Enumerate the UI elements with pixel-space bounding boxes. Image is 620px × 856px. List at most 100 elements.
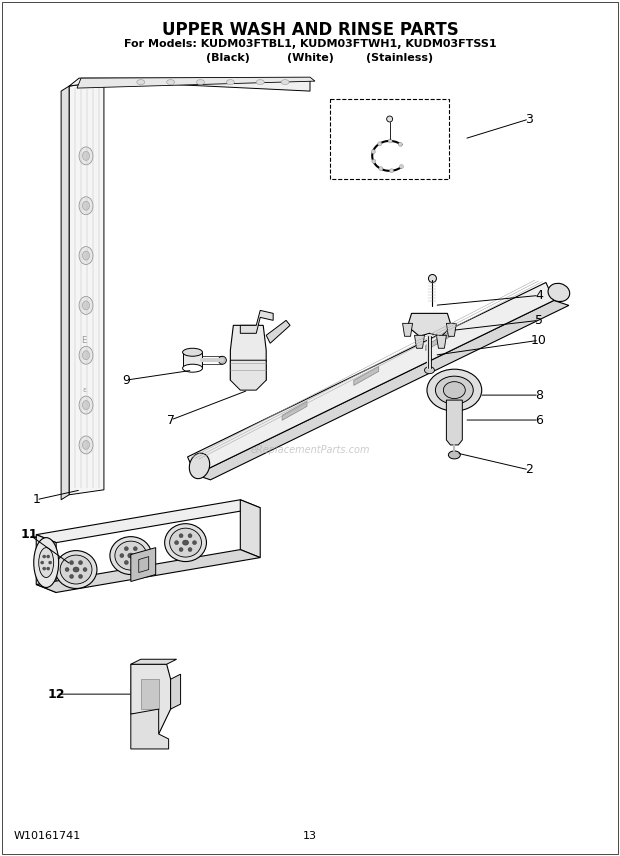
Ellipse shape	[372, 159, 376, 163]
Polygon shape	[402, 324, 412, 336]
Ellipse shape	[79, 347, 93, 364]
Ellipse shape	[226, 80, 234, 85]
Ellipse shape	[425, 366, 435, 374]
Text: 2: 2	[525, 463, 533, 476]
Polygon shape	[36, 535, 56, 592]
Polygon shape	[131, 664, 170, 734]
Ellipse shape	[133, 547, 137, 550]
Text: 11: 11	[20, 528, 38, 541]
Ellipse shape	[79, 561, 82, 565]
Ellipse shape	[69, 574, 74, 579]
Ellipse shape	[82, 152, 89, 160]
Ellipse shape	[125, 547, 128, 550]
Text: 8: 8	[535, 389, 543, 401]
Ellipse shape	[281, 80, 289, 85]
Ellipse shape	[46, 555, 50, 558]
Ellipse shape	[49, 561, 51, 564]
Ellipse shape	[133, 561, 137, 564]
Ellipse shape	[69, 561, 74, 565]
Ellipse shape	[79, 147, 93, 165]
Ellipse shape	[79, 574, 82, 579]
Text: (White): (White)	[286, 53, 334, 63]
Text: eReplacementParts.com: eReplacementParts.com	[250, 445, 370, 455]
Ellipse shape	[175, 541, 179, 544]
Ellipse shape	[371, 150, 375, 153]
Ellipse shape	[197, 80, 205, 85]
Text: (Black): (Black)	[206, 53, 250, 63]
Ellipse shape	[82, 201, 89, 211]
Ellipse shape	[182, 348, 203, 356]
Ellipse shape	[82, 301, 89, 310]
Ellipse shape	[79, 197, 93, 215]
Polygon shape	[195, 300, 569, 480]
Polygon shape	[425, 331, 450, 350]
Ellipse shape	[182, 364, 203, 372]
Ellipse shape	[167, 80, 175, 85]
Polygon shape	[61, 86, 69, 500]
Text: (Stainless): (Stainless)	[366, 53, 433, 63]
Ellipse shape	[387, 116, 392, 122]
Ellipse shape	[379, 167, 383, 170]
Polygon shape	[131, 659, 177, 664]
Ellipse shape	[378, 142, 382, 146]
Ellipse shape	[428, 275, 436, 282]
Ellipse shape	[193, 541, 197, 544]
Text: 1: 1	[32, 493, 40, 506]
Polygon shape	[77, 77, 315, 88]
Ellipse shape	[73, 567, 79, 572]
Ellipse shape	[79, 396, 93, 414]
Text: 9: 9	[122, 374, 130, 387]
Text: 10: 10	[531, 334, 547, 347]
Polygon shape	[182, 353, 203, 368]
Ellipse shape	[443, 382, 465, 399]
Ellipse shape	[82, 251, 89, 260]
Polygon shape	[436, 336, 446, 348]
Ellipse shape	[120, 554, 124, 557]
Ellipse shape	[79, 436, 93, 454]
Polygon shape	[415, 336, 425, 348]
Polygon shape	[282, 401, 307, 420]
Ellipse shape	[79, 296, 93, 314]
Polygon shape	[354, 366, 379, 385]
Ellipse shape	[43, 568, 46, 570]
Polygon shape	[69, 81, 104, 495]
Ellipse shape	[189, 453, 210, 479]
Ellipse shape	[218, 356, 226, 364]
Ellipse shape	[179, 534, 183, 538]
Ellipse shape	[170, 528, 202, 557]
Ellipse shape	[46, 568, 50, 570]
Text: 6: 6	[535, 413, 543, 426]
Ellipse shape	[399, 142, 402, 146]
Polygon shape	[188, 282, 554, 475]
Polygon shape	[131, 548, 156, 581]
Polygon shape	[241, 500, 260, 557]
Polygon shape	[69, 78, 310, 91]
Ellipse shape	[115, 541, 147, 570]
Ellipse shape	[83, 568, 87, 572]
Ellipse shape	[182, 540, 188, 545]
Ellipse shape	[165, 524, 206, 562]
Ellipse shape	[55, 550, 97, 588]
Ellipse shape	[79, 247, 93, 265]
Text: 7: 7	[167, 413, 175, 426]
Ellipse shape	[435, 376, 473, 404]
Ellipse shape	[138, 554, 142, 557]
Polygon shape	[446, 324, 456, 336]
Polygon shape	[36, 500, 260, 543]
Ellipse shape	[188, 548, 192, 551]
Polygon shape	[266, 320, 290, 343]
Ellipse shape	[179, 548, 183, 551]
Ellipse shape	[389, 169, 394, 173]
Polygon shape	[446, 400, 463, 445]
Text: For Models: KUDM03FTBL1, KUDM03FTWH1, KUDM03FTSS1: For Models: KUDM03FTBL1, KUDM03FTWH1, KU…	[123, 39, 497, 50]
Ellipse shape	[65, 568, 69, 572]
Text: E: E	[81, 336, 87, 345]
Text: 13: 13	[303, 830, 317, 841]
Ellipse shape	[128, 553, 134, 558]
Ellipse shape	[82, 351, 89, 360]
Polygon shape	[139, 556, 149, 573]
Text: W10161741: W10161741	[14, 830, 81, 841]
Ellipse shape	[548, 283, 570, 301]
Ellipse shape	[137, 80, 144, 85]
Ellipse shape	[60, 555, 92, 584]
